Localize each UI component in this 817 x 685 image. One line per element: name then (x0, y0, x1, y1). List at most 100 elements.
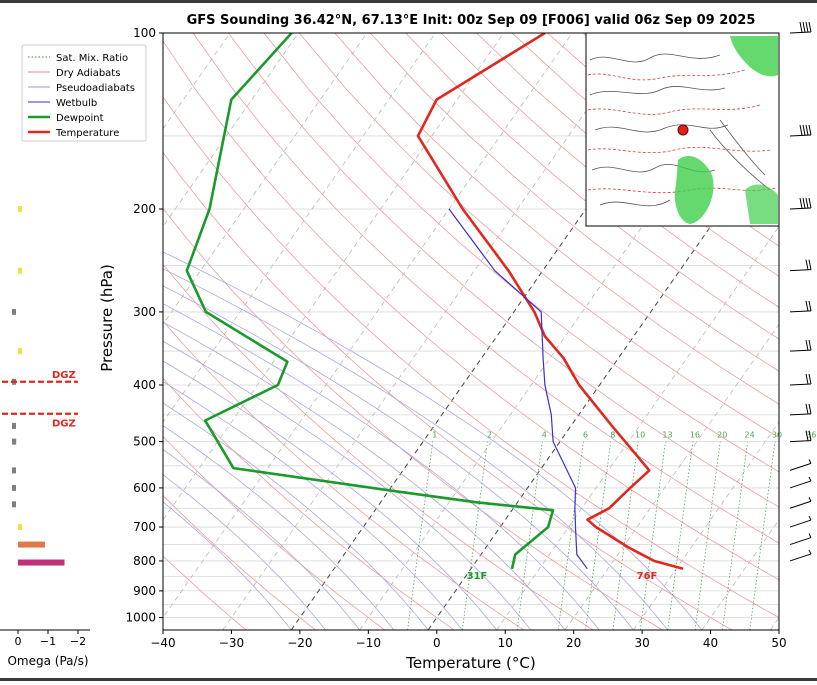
wind-barb-staff (790, 481, 811, 488)
mixing-ratio-label: 24 (745, 431, 755, 440)
y-tick-label: 400 (133, 378, 156, 392)
wind-barb-flag (809, 550, 811, 554)
mixing-ratio-line (750, 442, 775, 630)
wind-barb-flag (809, 374, 811, 384)
omega-bar (12, 485, 16, 491)
wind-barb-flag (800, 22, 802, 32)
mixing-ratio-line (462, 442, 487, 630)
mixing-ratio-line (613, 442, 638, 630)
x-tick-label: −20 (287, 636, 312, 650)
legend-label: Wetbulb (56, 98, 97, 109)
wind-barb-flag (809, 340, 811, 350)
top-border (0, 0, 817, 3)
legend-label: Dewpoint (56, 113, 104, 124)
mixing-ratio-label: 20 (717, 431, 727, 440)
location-marker (678, 125, 688, 135)
wind-barb-flag (806, 374, 808, 384)
wind-barb-flag (806, 340, 808, 350)
omega-tick-label: 0 (15, 635, 22, 648)
omega-bar (12, 423, 16, 429)
wind-barb-staff (790, 520, 811, 527)
dewpoint-end-label: 31F (467, 571, 488, 582)
omega-bar (18, 542, 45, 548)
omega-bar (12, 501, 16, 507)
wind-barb-staff (790, 135, 811, 136)
wind-barb-staff (790, 501, 811, 508)
x-tick-label: 30 (634, 636, 649, 650)
omega-tick-label: −2 (70, 635, 86, 648)
wind-barb-flag (809, 22, 811, 32)
mixing-ratio-label: 16 (690, 431, 700, 440)
isotherm (154, 33, 572, 630)
mixing-ratio-line (722, 442, 747, 630)
wind-barb-flag (806, 22, 808, 32)
x-tick-label: 20 (566, 636, 581, 650)
y-tick-label: 600 (133, 481, 156, 495)
wind-barb-flag (809, 534, 811, 538)
x-tick-label: 40 (703, 636, 718, 650)
mixing-ratio-label: 30 (772, 431, 782, 440)
legend-label: Sat. Mix. Ratio (56, 53, 128, 64)
omega-bar (18, 560, 65, 566)
isotherm (223, 33, 641, 630)
omega-bar (12, 309, 16, 315)
wind-barb-flag (806, 260, 808, 270)
y-tick-label: 300 (133, 305, 156, 319)
mixing-ratio-label: 8 (610, 431, 615, 440)
temperature-end-label: 76F (637, 571, 658, 582)
omega-bar (12, 439, 16, 445)
wind-barb-flag (809, 477, 811, 481)
wind-barbs (780, 22, 811, 630)
wind-barb-staff (790, 384, 811, 385)
dgz-label: DGZ (52, 370, 76, 381)
y-axis-label: Pressure (hPa) (98, 264, 116, 372)
legend-label: Pseudoadiabats (56, 83, 135, 94)
mixing-ratio-label: 2 (487, 431, 492, 440)
chart-title: GFS Sounding 36.42°N, 67.13°E Init: 00z … (187, 13, 756, 28)
wind-barb-flag (809, 497, 811, 501)
mixing-ratio-label: 13 (662, 431, 672, 440)
dgz-label: DGZ (52, 419, 76, 430)
x-tick-label: −10 (356, 636, 381, 650)
wind-barb-staff (790, 414, 811, 415)
wind-barb-flag (806, 198, 808, 208)
legend-label: Temperature (55, 128, 119, 139)
y-tick-label: 700 (133, 520, 156, 534)
wind-barb-flag (809, 459, 811, 463)
wind-barb-staff (790, 32, 811, 33)
y-tick-label: 200 (133, 202, 156, 216)
y-tick-label: 900 (133, 584, 156, 598)
y-tick-label: 1000 (125, 611, 156, 625)
mixing-ratio-label: 4 (542, 431, 547, 440)
wind-barb-staff (790, 270, 811, 271)
wind-barb-flag (803, 22, 805, 32)
wind-barb-flag (809, 260, 811, 270)
mixing-ratio-line (586, 442, 611, 630)
y-tick-label: 500 (133, 435, 156, 449)
wetbulb-line (449, 209, 587, 569)
y-tick-label: 800 (133, 554, 156, 568)
wind-barb-flag (806, 301, 808, 311)
wind-barb-flag (809, 516, 811, 520)
mixing-ratio-label: 1 (432, 431, 437, 440)
omega-bar (18, 348, 22, 354)
wind-barb-flag (806, 404, 808, 414)
wind-barb-flag (809, 301, 811, 311)
wind-barb-flag (809, 198, 811, 208)
wind-barb-flag (806, 125, 808, 135)
wind-barb-flag (809, 125, 811, 135)
omega-bar (12, 467, 16, 473)
wind-barb-flag (803, 198, 805, 208)
wind-barb-staff (790, 311, 811, 312)
x-axis-label: Temperature (°C) (405, 654, 535, 672)
x-tick-label: −40 (150, 636, 175, 650)
mixing-ratio-line (640, 442, 665, 630)
omega-bar (18, 206, 22, 212)
x-tick-label: 50 (771, 636, 786, 650)
mixing-ratio-label: 10 (635, 431, 645, 440)
wind-barb-flag (809, 404, 811, 414)
